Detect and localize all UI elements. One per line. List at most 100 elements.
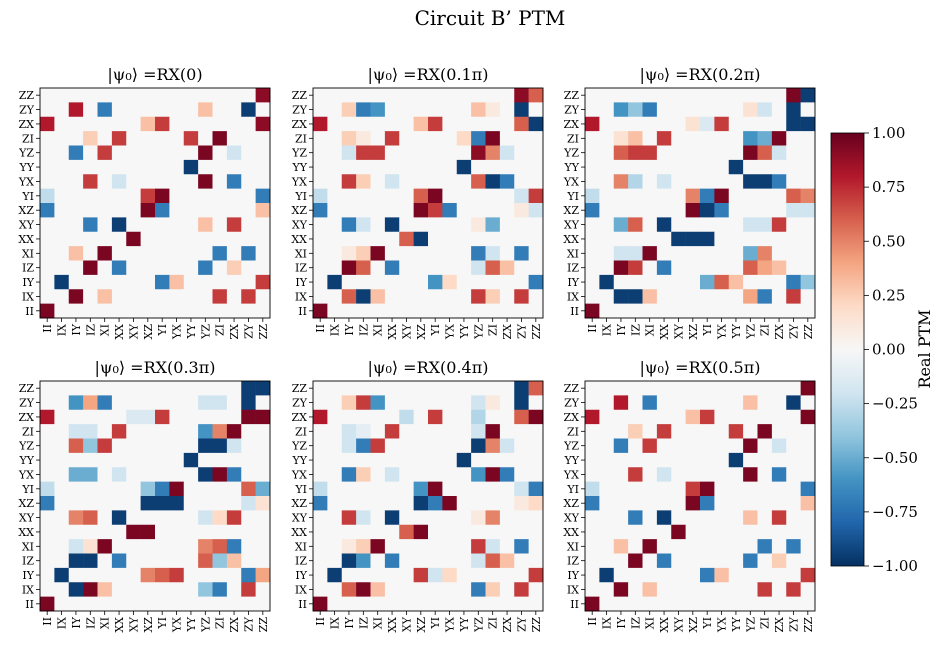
heatmap-cell bbox=[212, 289, 228, 304]
heatmap-cell bbox=[613, 145, 629, 161]
heatmap-cell bbox=[313, 452, 328, 468]
y-tick-label: XX bbox=[563, 233, 579, 246]
heatmap-cell bbox=[54, 481, 70, 497]
y-tick-label: IY bbox=[567, 569, 579, 582]
heatmap-cell bbox=[413, 539, 429, 554]
heatmap-cell bbox=[714, 274, 730, 290]
heatmap-cell bbox=[428, 260, 443, 276]
heatmap-cell bbox=[685, 289, 701, 304]
y-tick-label: XY bbox=[292, 512, 308, 525]
heatmap-cell bbox=[356, 481, 371, 497]
heatmap-cell bbox=[169, 274, 185, 290]
heatmap-cell bbox=[169, 424, 185, 439]
heatmap-cell bbox=[212, 88, 228, 103]
heatmap-cell bbox=[442, 145, 458, 161]
heatmap-cell bbox=[786, 395, 801, 411]
heatmap-cell bbox=[700, 409, 715, 425]
heatmap-cell bbox=[671, 424, 686, 439]
x-tick-label: XX bbox=[658, 324, 671, 340]
heatmap-cell bbox=[226, 510, 242, 526]
heatmap-cell bbox=[384, 467, 400, 482]
heatmap-cell bbox=[140, 467, 156, 482]
heatmap-cell bbox=[671, 467, 686, 482]
heatmap-cell bbox=[685, 303, 701, 319]
heatmap-cell bbox=[155, 174, 170, 189]
x-tick-label: II bbox=[41, 617, 54, 626]
heatmap-cell bbox=[743, 116, 758, 132]
heatmap-cell bbox=[499, 467, 515, 482]
heatmap-cell bbox=[111, 159, 127, 175]
heatmap-cell bbox=[399, 452, 414, 468]
heatmap-cell bbox=[226, 217, 242, 233]
heatmap-cell bbox=[198, 381, 213, 396]
heatmap-cell bbox=[671, 131, 686, 146]
heatmap-cell bbox=[442, 409, 458, 425]
heatmap-cell bbox=[155, 452, 170, 468]
heatmap-cell bbox=[728, 303, 744, 319]
heatmap-cell bbox=[628, 231, 643, 247]
heatmap-cell bbox=[399, 496, 414, 511]
heatmap-cell bbox=[528, 510, 544, 526]
heatmap-cell bbox=[40, 510, 55, 526]
heatmap-cell bbox=[83, 452, 98, 468]
y-tick-label: YX bbox=[563, 175, 579, 188]
heatmap-cell bbox=[327, 481, 343, 497]
y-tick-label: YY bbox=[563, 161, 579, 174]
heatmap-cell bbox=[212, 102, 228, 118]
x-tick-label: XY bbox=[127, 323, 140, 339]
heatmap-cell bbox=[771, 131, 787, 146]
heatmap-cell bbox=[656, 481, 672, 497]
heatmap-cell bbox=[313, 481, 328, 497]
heatmap-cell bbox=[399, 274, 414, 290]
heatmap-cell bbox=[68, 510, 84, 526]
heatmap-cell bbox=[485, 188, 501, 204]
x-tick-label: YZ bbox=[472, 617, 485, 633]
heatmap-cell bbox=[370, 88, 386, 103]
heatmap-cell bbox=[671, 303, 686, 319]
heatmap-cell bbox=[499, 217, 515, 233]
heatmap-cell bbox=[700, 539, 715, 554]
heatmap-cell bbox=[613, 260, 629, 276]
heatmap-cell bbox=[642, 303, 658, 319]
heatmap-cell bbox=[671, 481, 686, 497]
x-tick-label: ZX bbox=[501, 324, 514, 340]
heatmap-cell bbox=[327, 260, 343, 276]
heatmap-cell bbox=[413, 274, 429, 290]
heatmap-cell bbox=[241, 145, 256, 161]
heatmap-cell bbox=[786, 409, 801, 425]
heatmap-cell bbox=[241, 567, 256, 583]
heatmap-cell bbox=[169, 596, 185, 612]
heatmap-cell bbox=[40, 217, 55, 233]
heatmap-cell bbox=[628, 203, 643, 218]
heatmap-cell bbox=[384, 424, 400, 439]
heatmap-cell bbox=[471, 159, 486, 175]
x-tick-label: YY bbox=[458, 616, 471, 632]
heatmap-cell bbox=[771, 217, 787, 233]
y-tick-label: ZY bbox=[292, 104, 308, 117]
heatmap-cell bbox=[671, 567, 686, 583]
heatmap-cell bbox=[514, 467, 529, 482]
x-tick-label: ZZ bbox=[802, 324, 815, 340]
heatmap-cell bbox=[212, 582, 228, 597]
heatmap-cell bbox=[514, 553, 529, 569]
heatmap-cell bbox=[485, 395, 501, 411]
heatmap-cell bbox=[68, 424, 84, 439]
heatmap-cell bbox=[241, 409, 256, 425]
heatmap-cell bbox=[370, 145, 386, 161]
heatmap-cell bbox=[613, 102, 629, 118]
heatmap-cell bbox=[628, 102, 643, 118]
heatmap-cell bbox=[485, 582, 501, 597]
heatmap-cell bbox=[40, 116, 55, 132]
heatmap-cell bbox=[241, 496, 256, 511]
heatmap-cell bbox=[599, 203, 615, 218]
heatmap-cell bbox=[111, 88, 127, 103]
heatmap-cell bbox=[212, 131, 228, 146]
heatmap-cell bbox=[169, 409, 185, 425]
heatmap-cell bbox=[83, 481, 98, 497]
heatmap-cell bbox=[642, 510, 658, 526]
heatmap-cell bbox=[198, 203, 213, 218]
heatmap-cell bbox=[54, 452, 70, 468]
heatmap-cell bbox=[456, 582, 472, 597]
heatmap-cell bbox=[743, 582, 758, 597]
heatmap-cell bbox=[111, 467, 127, 482]
